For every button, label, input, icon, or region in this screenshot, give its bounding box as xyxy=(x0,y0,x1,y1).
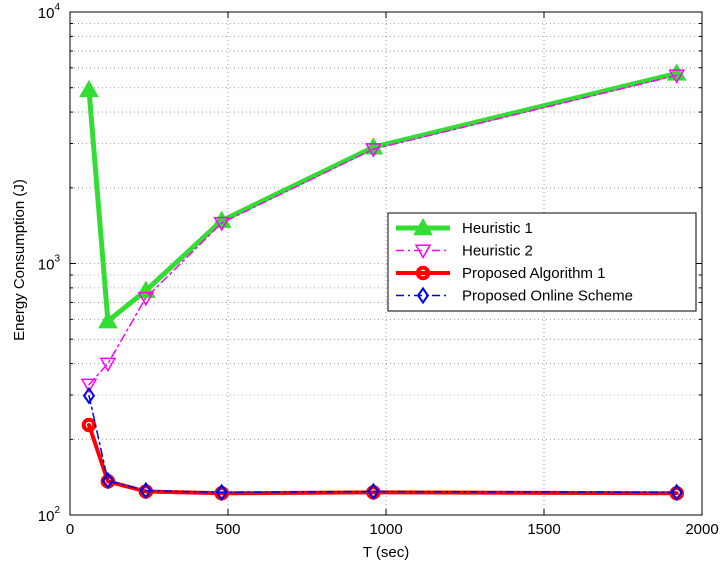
y-tick-label: 102 xyxy=(38,505,61,525)
ticks: 0 500 1000 1500 2000 102 103 104 xyxy=(38,2,719,538)
grid xyxy=(70,12,702,515)
data-point xyxy=(98,311,118,329)
x-tick-label: 500 xyxy=(215,521,240,538)
y-tick-label: 104 xyxy=(38,2,61,22)
data-point xyxy=(101,471,115,490)
data-point xyxy=(137,291,155,307)
data-point xyxy=(365,143,382,158)
y-tick-label: 103 xyxy=(38,254,61,274)
data-point xyxy=(668,69,686,84)
legend-marker xyxy=(416,286,430,305)
data-point xyxy=(79,79,99,98)
data-point xyxy=(670,483,683,502)
legend-marker xyxy=(415,265,431,281)
data-point xyxy=(213,216,230,232)
series-layer xyxy=(79,63,687,502)
series-3 xyxy=(81,417,684,501)
x-tick-label: 0 xyxy=(66,521,74,538)
series-line xyxy=(87,423,679,496)
x-axis-label: T (sec) xyxy=(363,544,409,561)
x-tick-label: 1000 xyxy=(369,521,402,538)
x-tick-label: 2000 xyxy=(685,521,718,538)
data-point xyxy=(81,417,97,433)
legend-label: Heuristic 2 xyxy=(462,243,533,260)
legend-label: Heuristic 1 xyxy=(462,220,533,237)
legend: Heuristic 1 Heuristic 2 Proposed Algorithm… xyxy=(387,212,697,312)
data-point xyxy=(367,482,380,501)
x-tick-label: 1500 xyxy=(527,521,560,538)
legend-label: Proposed Online Scheme xyxy=(462,288,633,305)
series-2 xyxy=(80,69,686,394)
legend-marker xyxy=(414,244,432,260)
legend-label: Proposed Algorithm 1 xyxy=(462,265,605,282)
series-line xyxy=(88,394,678,494)
legend-marker xyxy=(413,217,433,236)
data-point xyxy=(99,357,117,373)
series-line xyxy=(88,74,678,386)
data-point xyxy=(363,137,384,155)
series-line xyxy=(86,70,680,324)
y-axis-label: Energy Consumption (J) xyxy=(11,179,28,341)
data-point xyxy=(82,386,96,405)
data-point xyxy=(139,481,152,500)
data-point xyxy=(80,378,98,394)
data-point xyxy=(215,483,228,502)
series-4 xyxy=(82,386,683,502)
